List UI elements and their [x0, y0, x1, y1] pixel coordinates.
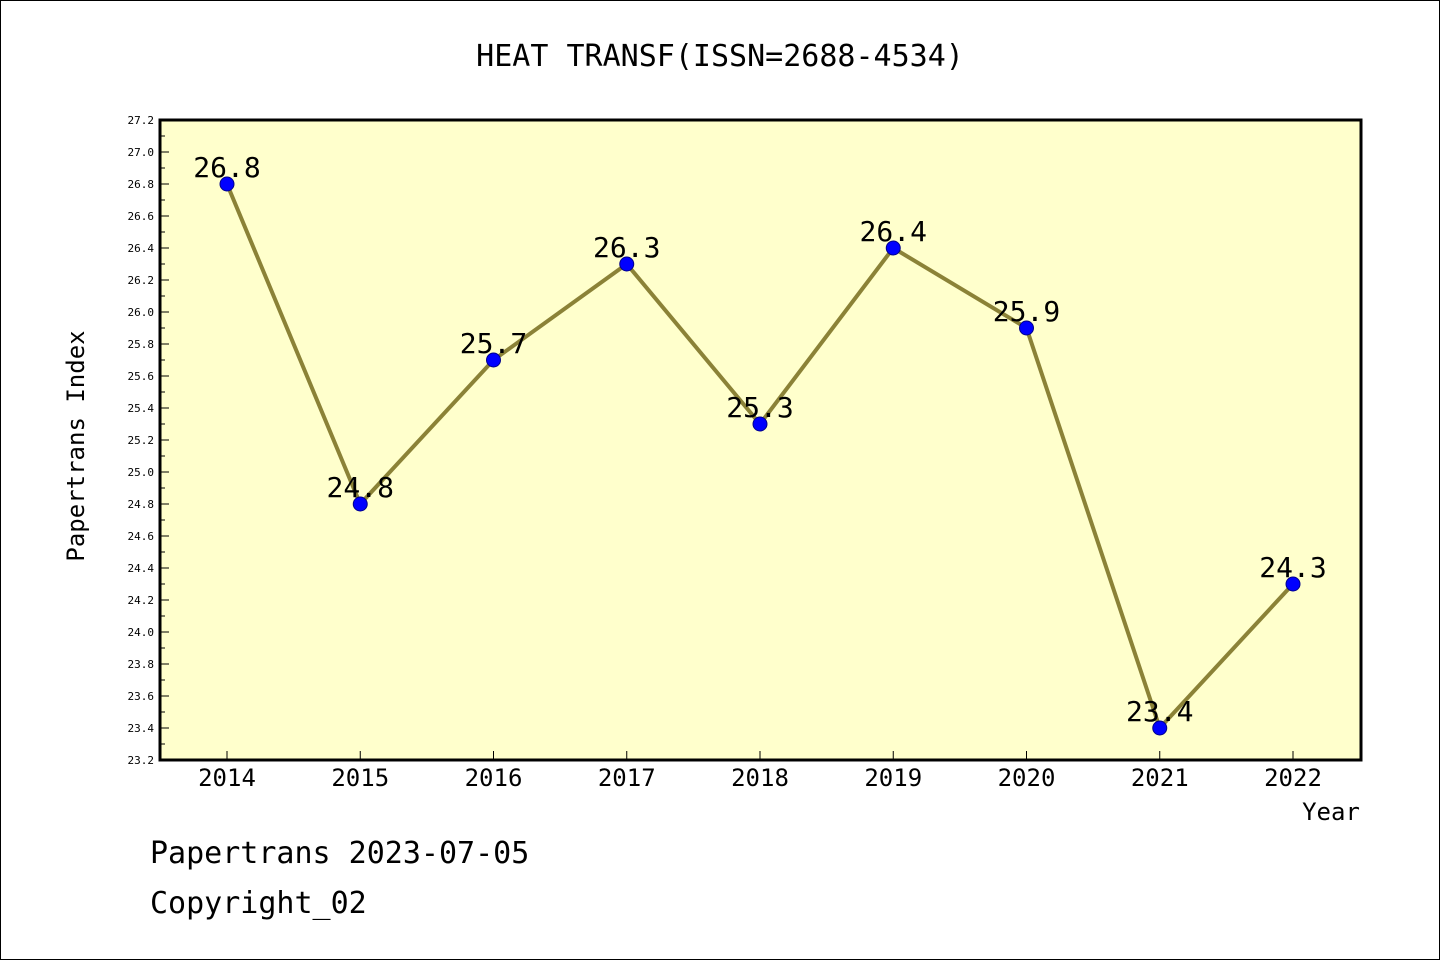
plot-border	[158, 118, 1363, 762]
y-tick-label: 23.6	[128, 690, 155, 703]
y-tick-label: 24.4	[128, 562, 155, 575]
y-tick-label: 25.8	[128, 338, 155, 351]
y-axis-label: Papertrans Index	[62, 330, 90, 561]
x-tick-label: 2017	[598, 764, 656, 792]
y-tick-label: 27.0	[128, 146, 155, 159]
series-layer: 26.824.825.726.325.326.425.923.424.3	[193, 151, 1327, 736]
data-point	[752, 416, 768, 432]
data-point	[352, 496, 368, 512]
y-tick-label: 23.8	[128, 658, 155, 671]
chart-title: HEAT TRANSF(ISSN=2688-4534)	[476, 39, 964, 74]
y-tick-label: 26.2	[128, 274, 155, 287]
footer-copyright: Copyright_02	[150, 886, 367, 921]
x-axis: 2014 2015 2016 2017 2018 2019 2020 2021 2022	[198, 751, 1322, 792]
x-tick-label: 2022	[1264, 764, 1322, 792]
x-axis-label: Year	[1302, 798, 1360, 826]
y-tick-label: 26.6	[128, 210, 155, 223]
y-tick-label: 24.8	[128, 498, 155, 511]
y-tick-label: 24.6	[128, 530, 155, 543]
y-tick-label: 26.4	[128, 242, 155, 255]
y-tick-label: 27.2	[128, 114, 155, 127]
x-tick-label: 2018	[731, 764, 789, 792]
x-tick-label: 2021	[1131, 764, 1189, 792]
plot-area	[160, 120, 1361, 760]
y-tick-label: 25.6	[128, 370, 155, 383]
x-tick-label: 2019	[864, 764, 922, 792]
x-tick-label: 2014	[198, 764, 256, 792]
footer-date: Papertrans 2023-07-05	[150, 836, 530, 871]
y-tick-label: 26.0	[128, 306, 155, 319]
y-tick-label: 25.2	[128, 434, 155, 447]
y-tick-label: 24.2	[128, 594, 155, 607]
y-tick-label: 25.0	[128, 466, 155, 479]
data-point	[1019, 320, 1034, 336]
x-tick-label: 2015	[331, 764, 389, 792]
y-tick-label: 23.2	[128, 754, 155, 767]
x-tick-label: 2016	[465, 764, 523, 792]
data-point	[219, 176, 235, 192]
y-tick-label: 25.4	[128, 402, 155, 415]
y-tick-label: 24.0	[128, 626, 155, 639]
data-point	[486, 352, 501, 368]
data-point	[1152, 720, 1168, 736]
data-point	[885, 240, 901, 256]
x-tick-label: 2020	[998, 764, 1056, 792]
data-point	[1285, 576, 1301, 592]
y-tick-label: 23.4	[128, 722, 155, 735]
data-point	[619, 256, 635, 272]
y-tick-label: 26.8	[128, 178, 155, 191]
